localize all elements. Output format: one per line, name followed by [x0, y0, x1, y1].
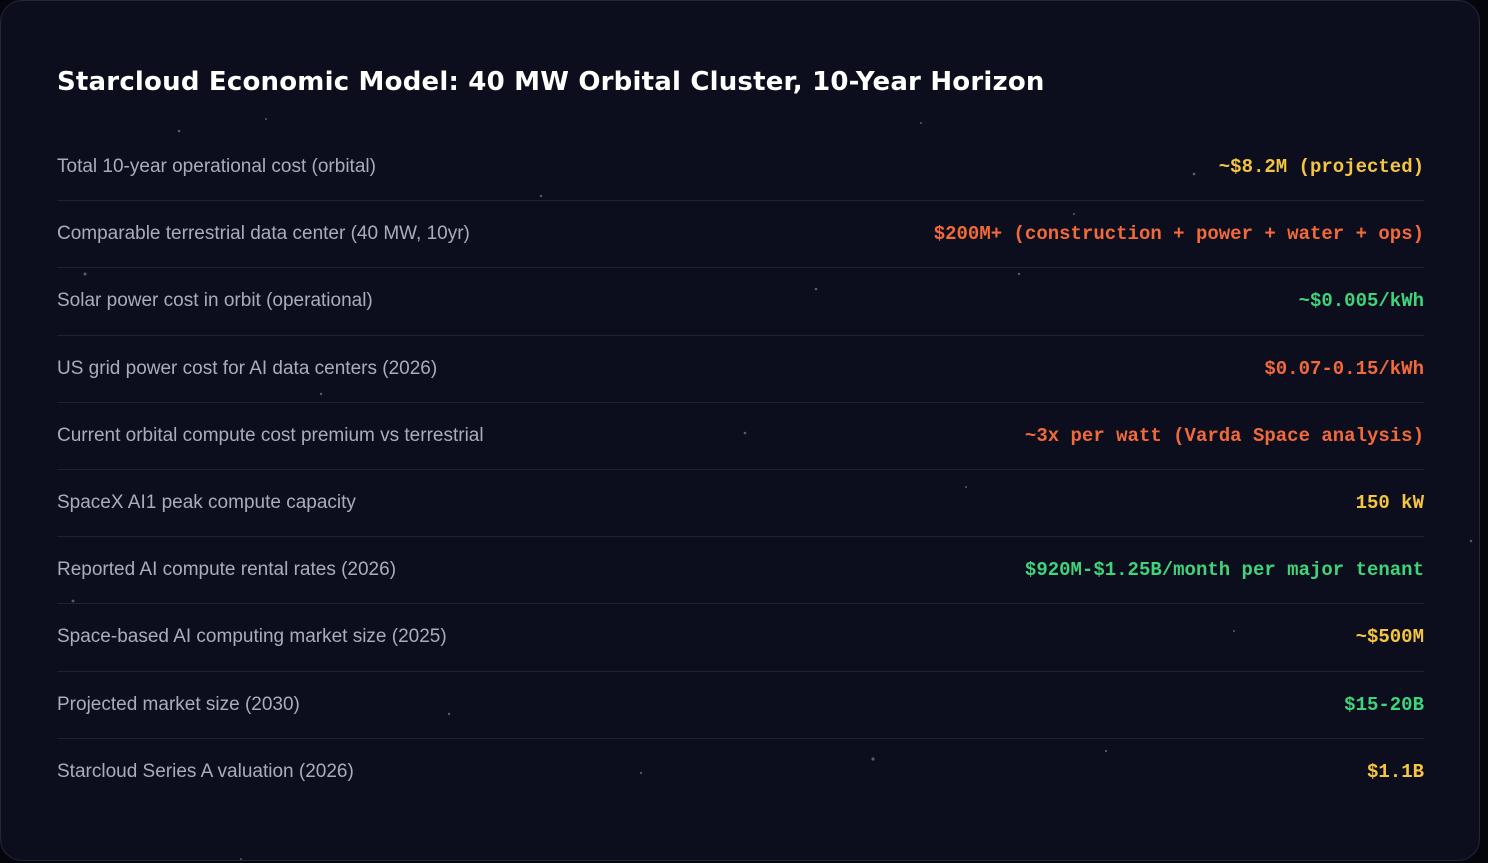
row-label: Comparable terrestrial data center (40 M… — [57, 223, 470, 245]
table-row: Reported AI compute rental rates (2026) $… — [57, 537, 1424, 605]
row-value: ~$0.005/kWh — [1298, 290, 1424, 313]
row-label: Solar power cost in orbit (operational) — [57, 290, 373, 312]
table-row: Comparable terrestrial data center (40 M… — [57, 201, 1424, 269]
table-row: Space-based AI computing market size (20… — [57, 604, 1424, 672]
table-row: SpaceX AI1 peak compute capacity 150 kW — [57, 470, 1424, 538]
row-value: $15-20B — [1344, 693, 1424, 716]
row-label: Starcloud Series A valuation (2026) — [57, 761, 354, 783]
table-row: Total 10-year operational cost (orbital)… — [57, 134, 1424, 202]
table-row: Current orbital compute cost premium vs … — [57, 403, 1424, 470]
row-label: Total 10-year operational cost (orbital) — [57, 156, 376, 178]
table-row: Solar power cost in orbit (operational) ~… — [57, 268, 1424, 336]
row-value: $200M+ (construction + power + water + o… — [933, 223, 1424, 246]
title: Starcloud Economic Model: 40 MW Orbital … — [57, 67, 1045, 97]
table-row: Projected market size (2030) $15-20B — [57, 672, 1424, 739]
row-value: $0.07-0.15/kWh — [1264, 357, 1424, 380]
row-label: Projected market size (2030) — [57, 693, 300, 715]
row-value: ~3x per watt (Varda Space analysis) — [1024, 424, 1424, 447]
table: Total 10-year operational cost (orbital)… — [57, 134, 1424, 806]
row-label: Current orbital compute cost premium vs … — [57, 424, 484, 446]
table-row: US grid power cost for AI data centers (… — [57, 336, 1424, 403]
row-value: 150 kW — [1355, 492, 1424, 515]
table-row: Starcloud Series A valuation (2026) $1.1B — [57, 739, 1424, 806]
row-label: SpaceX AI1 peak compute capacity — [57, 492, 356, 514]
row-value: $920M-$1.25B/month per major tenant — [1024, 559, 1424, 582]
row-value: $1.1B — [1366, 761, 1424, 784]
row-label: Space-based AI computing market size (20… — [57, 626, 447, 648]
row-label: US grid power cost for AI data centers (… — [57, 357, 438, 379]
row-label: Reported AI compute rental rates (2026) — [57, 559, 397, 581]
row-value: ~$8.2M (projected) — [1218, 156, 1424, 179]
row-value: ~$500M — [1355, 626, 1424, 649]
